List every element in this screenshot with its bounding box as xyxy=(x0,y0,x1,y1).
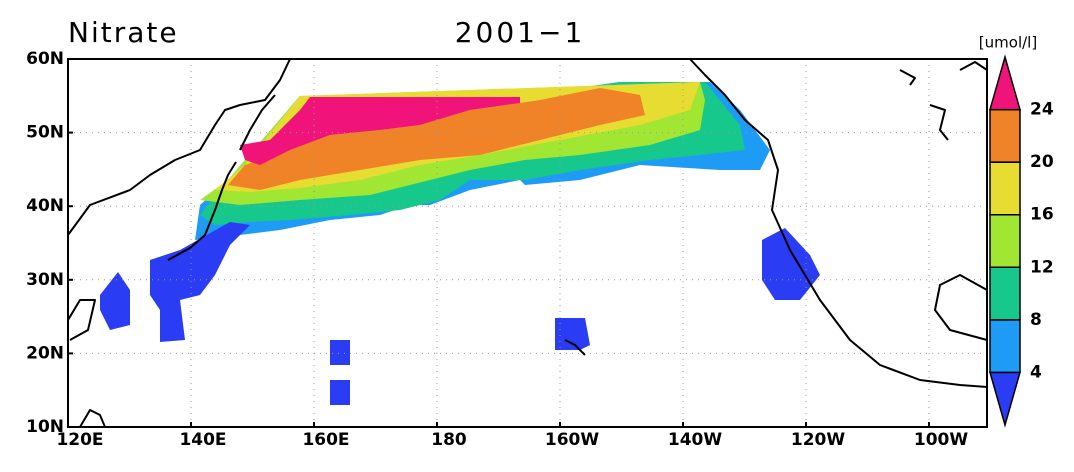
colorbar-segment xyxy=(989,371,1021,428)
x-tick-label: 100W xyxy=(914,430,968,450)
x-tick-label: 160W xyxy=(545,430,599,450)
y-tick-label: 30N xyxy=(26,270,64,290)
x-tick-label: 160E xyxy=(302,430,349,450)
colorbar-segment xyxy=(989,266,1021,321)
y-tick-label: 20N xyxy=(26,343,64,363)
x-tick-label: 140E xyxy=(179,430,226,450)
unit-label: [umol/l] xyxy=(979,34,1037,52)
title: Nitrate xyxy=(68,16,179,49)
colorbar-label: 16 xyxy=(1030,205,1054,225)
colorbar-segment xyxy=(989,108,1021,163)
x-tick-label: 120E xyxy=(56,430,103,450)
x-tick-label: 120W xyxy=(791,430,845,450)
plot-frame xyxy=(67,58,988,428)
colorbar: 4 8 12 16 20 24 xyxy=(989,54,1054,428)
colorbar-label: 24 xyxy=(1030,100,1054,120)
x-tick-label: 180 xyxy=(431,430,467,450)
colorbar-segment xyxy=(989,319,1021,374)
nitrate-field xyxy=(100,82,820,405)
colorbar-label: 12 xyxy=(1030,257,1054,277)
colorbar-segment xyxy=(989,161,1021,216)
colorbar-label: 4 xyxy=(1030,362,1042,382)
colorbar-segment xyxy=(989,54,1021,111)
subtitle: 2001−1 xyxy=(455,16,586,49)
grid xyxy=(68,59,987,427)
colorbar-label: 8 xyxy=(1030,310,1042,330)
y-tick-label: 10N xyxy=(26,417,64,437)
colorbar-label: 20 xyxy=(1030,152,1054,172)
coastlines xyxy=(67,58,988,428)
y-tick-label: 50N xyxy=(26,123,64,143)
x-tick-label: 140W xyxy=(668,430,722,450)
y-tick-label: 60N xyxy=(26,49,64,69)
colorbar-segment xyxy=(989,213,1021,269)
y-tick-label: 40N xyxy=(26,196,64,216)
